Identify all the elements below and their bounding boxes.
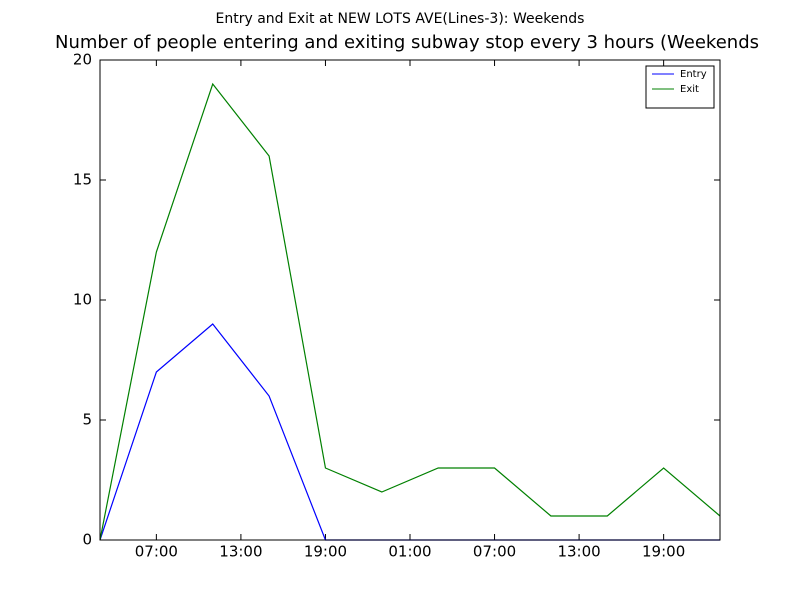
x-tick-label: 01:00 bbox=[388, 543, 431, 561]
data-line bbox=[99, 323, 720, 541]
y-tick-label: 20 bbox=[73, 51, 92, 69]
y-tick-label: 5 bbox=[82, 411, 92, 429]
x-tick-label: 19:00 bbox=[642, 543, 685, 561]
y-tick-label: 15 bbox=[73, 171, 92, 189]
x-tick-label: 13:00 bbox=[219, 543, 262, 561]
chart-title: Number of people entering and exiting su… bbox=[55, 32, 759, 53]
x-tick-label: 13:00 bbox=[557, 543, 600, 561]
x-tick-label: 19:00 bbox=[304, 543, 347, 561]
x-tick-label: 07:00 bbox=[135, 543, 178, 561]
data-line bbox=[99, 82, 721, 541]
legend-label: Exit bbox=[680, 84, 699, 95]
x-tick-label: 07:00 bbox=[473, 543, 516, 561]
legend-label: Entry bbox=[680, 69, 707, 80]
y-tick-label: 10 bbox=[73, 291, 92, 309]
plot-frame bbox=[99, 59, 721, 541]
legend-box bbox=[645, 65, 715, 109]
y-tick-label: 0 bbox=[82, 531, 92, 549]
chart-suptitle: Entry and Exit at NEW LOTS AVE(Lines-3):… bbox=[216, 11, 585, 27]
